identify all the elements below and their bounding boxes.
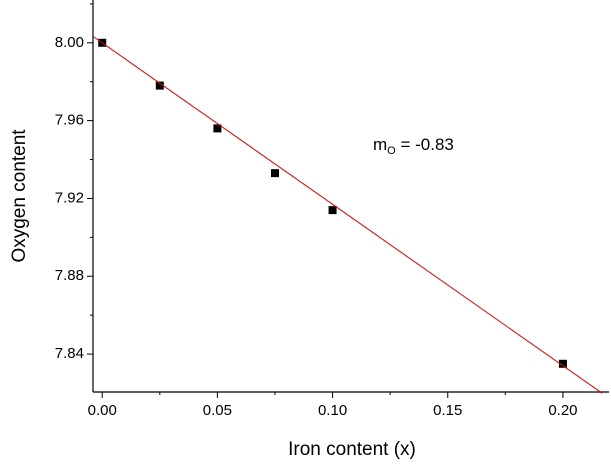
x-tick-label: 0.15 (433, 402, 462, 419)
y-tick-label: 7.84 (55, 345, 84, 362)
x-tick-label: 0.00 (88, 402, 117, 419)
fit-line (92, 35, 603, 394)
y-tick-label: 7.88 (55, 267, 84, 284)
annotation: mO = -0.83 (373, 135, 454, 156)
data-point (558, 359, 567, 368)
y-tick-label: 8.00 (55, 34, 84, 51)
annotation-rest: = -0.83 (396, 135, 454, 154)
y-axis-title: Oxygen content (9, 129, 30, 263)
data-point (213, 124, 222, 133)
data-point (328, 206, 337, 215)
data-point (270, 169, 279, 178)
data-point (155, 81, 164, 90)
x-tick-label: 0.05 (203, 402, 232, 419)
y-tick-label: 7.92 (55, 189, 84, 206)
y-tick-label: 7.96 (55, 112, 84, 129)
x-tick-label: 0.20 (548, 402, 577, 419)
x-axis-title: Iron content (x) (288, 439, 416, 460)
annotation-main: m (373, 135, 387, 154)
annotation-sub: O (387, 145, 396, 157)
x-tick-label: 0.10 (318, 402, 347, 419)
